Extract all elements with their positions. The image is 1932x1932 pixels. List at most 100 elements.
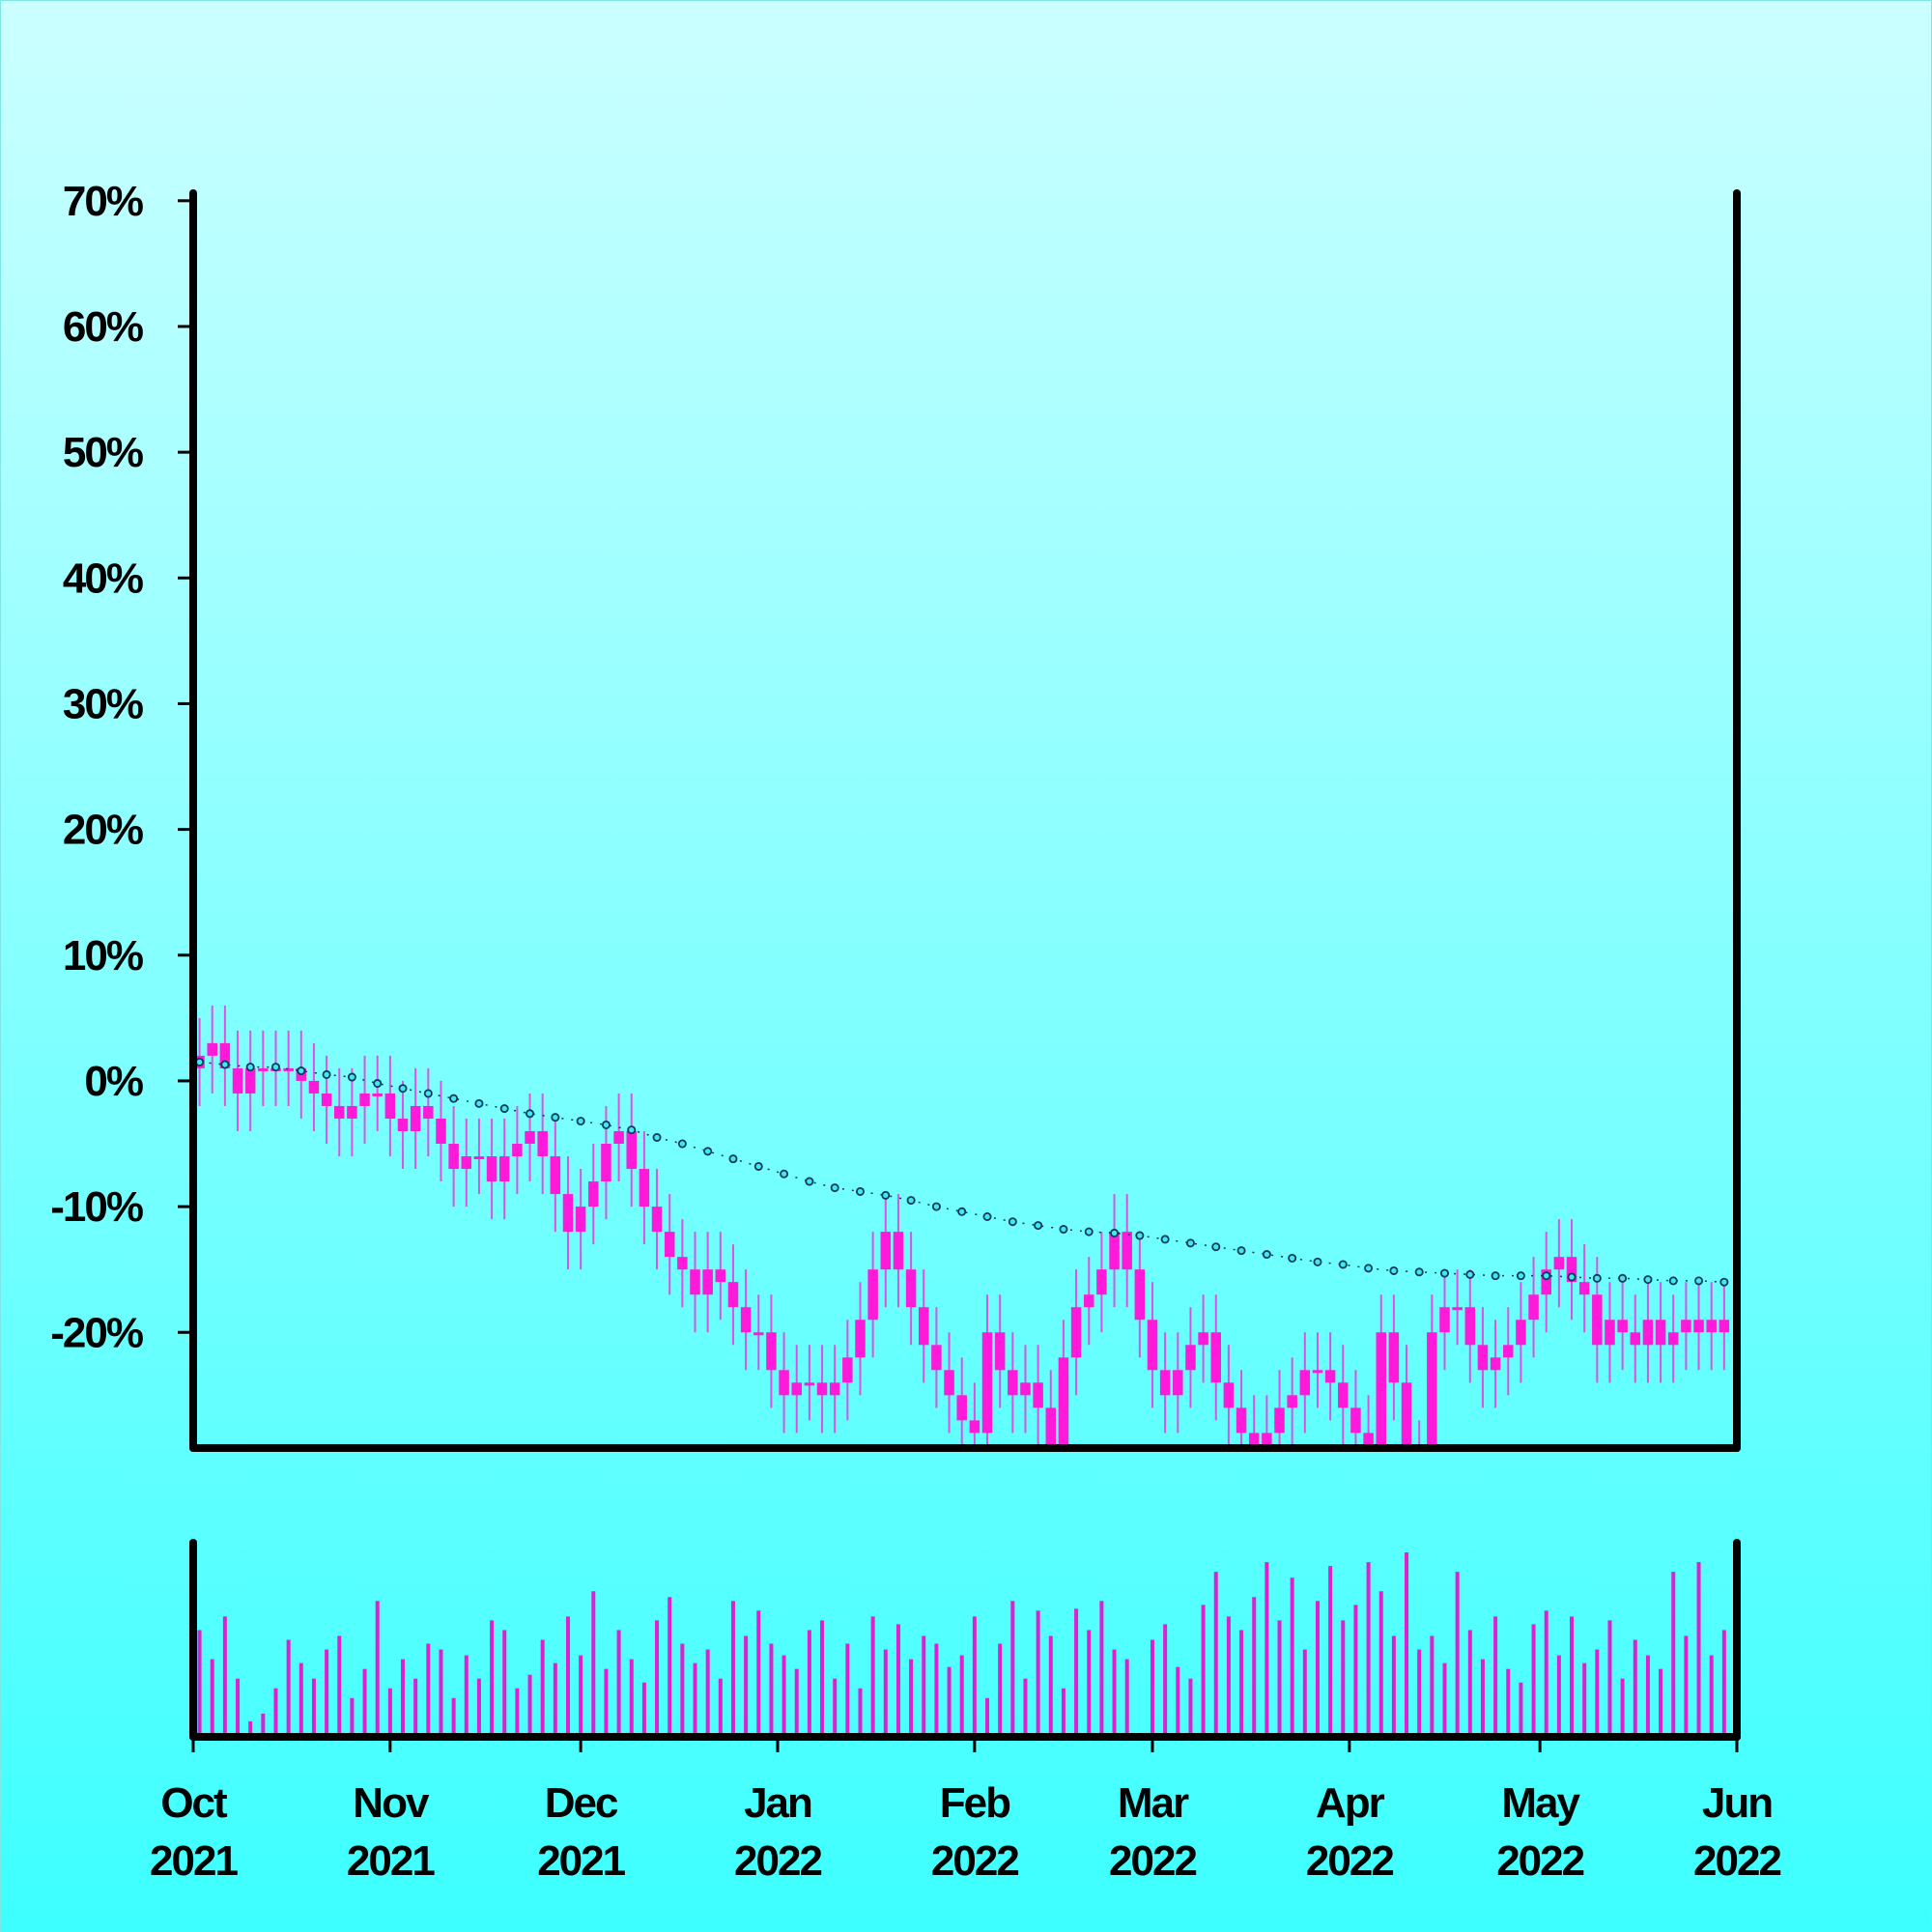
moving-average-point [1236,1246,1246,1256]
candle-body [1122,1232,1132,1270]
moving-average-point [1110,1228,1120,1237]
candle-body [1516,1320,1526,1346]
candle-body [1642,1320,1654,1346]
candle-body [333,1105,345,1119]
candle-body [639,1169,650,1208]
volume-bar [820,1620,825,1737]
moving-average-point [576,1117,585,1126]
volume-bar [286,1639,291,1737]
volume-bar [1645,1655,1650,1737]
volume-bar [1163,1624,1168,1737]
candle-body [1477,1345,1489,1371]
volume-bar [781,1655,786,1737]
moving-average-point [957,1207,967,1216]
candle-body [969,1420,980,1434]
volume-bar [833,1678,838,1737]
volume-bar [1493,1616,1498,1737]
candle-body [1630,1332,1641,1346]
candle-body [918,1307,929,1346]
moving-average-point [1491,1271,1500,1281]
moving-average-point [1592,1273,1602,1283]
volume-bar [1467,1630,1472,1737]
candle-body [905,1269,917,1308]
volume-bar [998,1643,1003,1737]
candle-body [525,1130,535,1145]
volume-bar [1620,1678,1625,1737]
volume-bar [1417,1649,1422,1737]
volume-bar [1671,1572,1676,1737]
moving-average-point [1719,1277,1729,1287]
volume-bar [387,1688,392,1737]
volume-bar [883,1649,888,1737]
candle-body [1490,1357,1501,1371]
volume-bar [807,1630,811,1737]
volume-bar [1480,1659,1485,1737]
moving-average-point [195,1057,205,1066]
volume-bar [1328,1566,1333,1737]
volume-bar [236,1678,241,1737]
moving-average-point [474,1098,484,1108]
moving-average-point [1160,1235,1170,1244]
candle-body [601,1144,611,1182]
volume-bar [362,1668,367,1737]
volume-bar [1696,1562,1701,1737]
candle-body [1058,1357,1069,1448]
x-tick-label: Dec 2021 [537,1779,625,1885]
volume-bar [1226,1616,1231,1737]
candle-body [1338,1382,1349,1408]
volume-bar [1023,1678,1028,1737]
volume-bar [1099,1601,1104,1737]
candle-body [321,1093,332,1106]
moving-average-point [805,1177,814,1186]
volume-bar [1124,1659,1129,1737]
candle-body [473,1156,485,1160]
candle-body [1185,1345,1196,1371]
volume-bar [1684,1635,1689,1737]
y-tick-label: -10% [50,1183,143,1231]
volume-bar [1570,1616,1575,1737]
volume-bar [1150,1639,1154,1737]
candle-body [244,1067,256,1094]
moving-average-point [423,1089,433,1098]
moving-average-point [780,1169,789,1179]
candle-body [779,1370,789,1396]
moving-average-point [1567,1272,1577,1282]
candle-body [702,1269,713,1295]
candle-body [1452,1307,1463,1311]
volume-bar [1188,1678,1193,1737]
volume-bar [1201,1605,1206,1737]
candle-body [1109,1232,1120,1270]
candle-body [1528,1294,1539,1321]
volume-bar [1659,1668,1663,1737]
moving-average-point [1643,1275,1653,1285]
y-tick-label: 40% [63,554,143,602]
candle-body [1159,1370,1171,1396]
x-tick-label: Feb 2022 [931,1779,1018,1885]
candle-body [436,1118,446,1145]
candle-body [1363,1433,1374,1448]
candle-body [1439,1307,1450,1333]
volume-bar [604,1668,609,1737]
candle-body [1147,1320,1158,1371]
moving-average-point [881,1190,891,1200]
volume-bar [1048,1635,1053,1737]
volume-bar [870,1616,875,1737]
moving-average-point [601,1120,611,1129]
candle-body [1236,1407,1247,1434]
moving-average-point [728,1154,738,1164]
volume-bar [1378,1591,1383,1737]
candle-body [461,1156,472,1170]
volume-bar [1036,1610,1040,1737]
y-tick-label: 70% [63,178,143,225]
candle-body [1173,1370,1183,1396]
candle-body [397,1118,409,1131]
candle-body [677,1257,688,1270]
volume-bar [1405,1552,1409,1737]
volume-bar [490,1620,495,1737]
candle-body [258,1067,269,1071]
moving-average-point [322,1069,331,1079]
candle-body [1083,1294,1094,1308]
candle-body [664,1232,675,1258]
moving-average-point [1084,1227,1094,1236]
volume-bar [248,1720,253,1737]
